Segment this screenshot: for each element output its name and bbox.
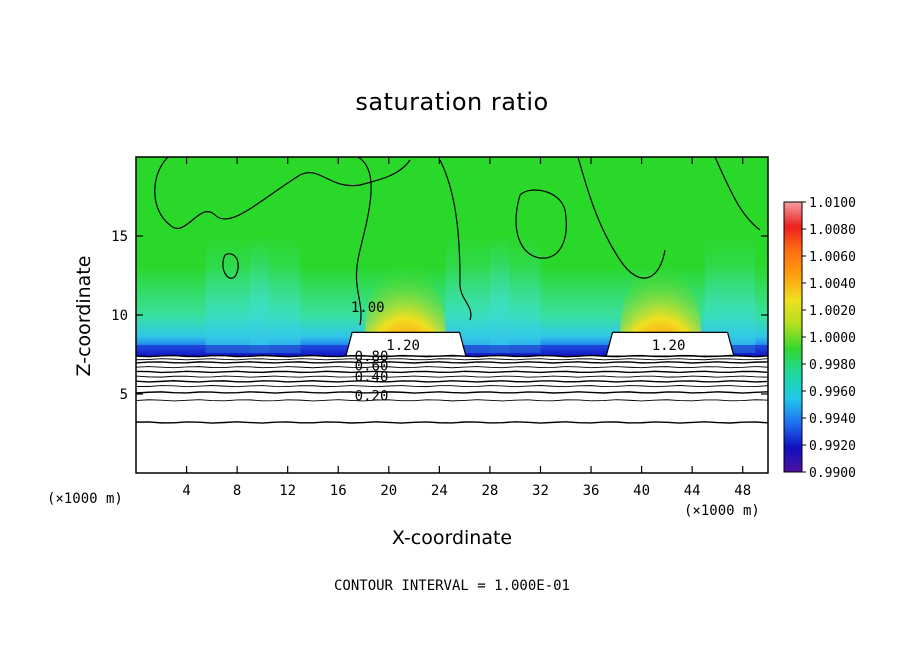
cyan-column xyxy=(489,236,541,353)
colorbar-ramp xyxy=(783,201,803,473)
y-axis-label: Z-coordinate xyxy=(73,255,95,377)
contour-label: 1.00 xyxy=(351,300,385,316)
contour-line xyxy=(136,354,768,358)
contour-interval-note: CONTOUR INTERVAL = 1.000E-01 xyxy=(333,578,570,594)
contour-line xyxy=(136,375,768,378)
contour-label: 1.20 xyxy=(386,338,420,354)
x-tick-label: 12 xyxy=(279,483,296,499)
contour-line xyxy=(136,421,768,424)
x-tick-label: 32 xyxy=(532,483,549,499)
contour-label: 0.20 xyxy=(355,388,389,404)
contour-line xyxy=(136,391,768,394)
contour-line xyxy=(136,366,768,369)
contour-line xyxy=(222,253,239,279)
contour-line xyxy=(439,159,472,321)
contour-line xyxy=(136,370,768,374)
field-layer xyxy=(136,157,768,473)
contour-line xyxy=(136,361,768,364)
cyan-column xyxy=(249,236,301,353)
x-tick-label: 24 xyxy=(431,483,448,499)
contour-line xyxy=(136,385,768,388)
colorbar-label: 0.9960 xyxy=(809,385,856,400)
contour-line xyxy=(136,380,768,383)
colorbar-label: 0.9980 xyxy=(809,358,856,373)
y-tick-label: 10 xyxy=(111,308,128,324)
colorbar-label: 1.0020 xyxy=(809,304,856,319)
plot-area: 1.001.20 1.200.800.600.400.20 xyxy=(135,156,769,474)
x-unit-label-right: (×1000 m) xyxy=(684,503,760,519)
x-tick-label: 4 xyxy=(182,483,190,499)
contour-line xyxy=(154,157,411,229)
colorbar-label: 1.0040 xyxy=(809,277,856,292)
x-tick-label: 28 xyxy=(481,483,498,499)
chart-title: saturation ratio xyxy=(355,88,549,116)
y-tick-label: 5 xyxy=(120,387,128,403)
contour-line xyxy=(515,189,567,259)
colorbar-label: 1.0000 xyxy=(809,331,856,346)
x-unit-label-left: (×1000 m) xyxy=(47,491,123,507)
x-axis-label: X-coordinate xyxy=(391,527,513,549)
x-tick-label: 44 xyxy=(684,483,701,499)
subsaturated-region xyxy=(136,356,768,473)
contour-line xyxy=(136,399,768,402)
colorbar-label: 1.0060 xyxy=(809,250,856,265)
contour-line xyxy=(577,157,666,279)
x-tick-label: 36 xyxy=(583,483,600,499)
contour-label: 0.80 xyxy=(355,349,389,365)
x-tick-label: 20 xyxy=(380,483,397,499)
contour-label: 0.60 xyxy=(355,358,389,374)
contour-line xyxy=(136,358,768,361)
colorbar-label: 1.0080 xyxy=(809,223,856,238)
colorbar-label: 0.9900 xyxy=(809,466,856,481)
colorbar-label: 1.0100 xyxy=(809,196,856,211)
contour-label: 0.40 xyxy=(355,369,389,385)
contour-line xyxy=(355,157,372,326)
y-tick-label: 15 xyxy=(111,229,128,245)
x-tick-label: 48 xyxy=(734,483,751,499)
x-tick-label: 8 xyxy=(233,483,241,499)
colorbar-label: 0.9920 xyxy=(809,439,856,454)
colorbar: 1.0100 1.0080 1.0060 1.0040 1.0020 1.0000 0.99… xyxy=(783,196,856,481)
contour-line xyxy=(714,157,761,231)
contour-label: 1.20 xyxy=(652,338,686,354)
x-tick-label: 40 xyxy=(633,483,650,499)
colorbar-label: 0.9940 xyxy=(809,412,856,427)
x-tick-label: 16 xyxy=(330,483,347,499)
